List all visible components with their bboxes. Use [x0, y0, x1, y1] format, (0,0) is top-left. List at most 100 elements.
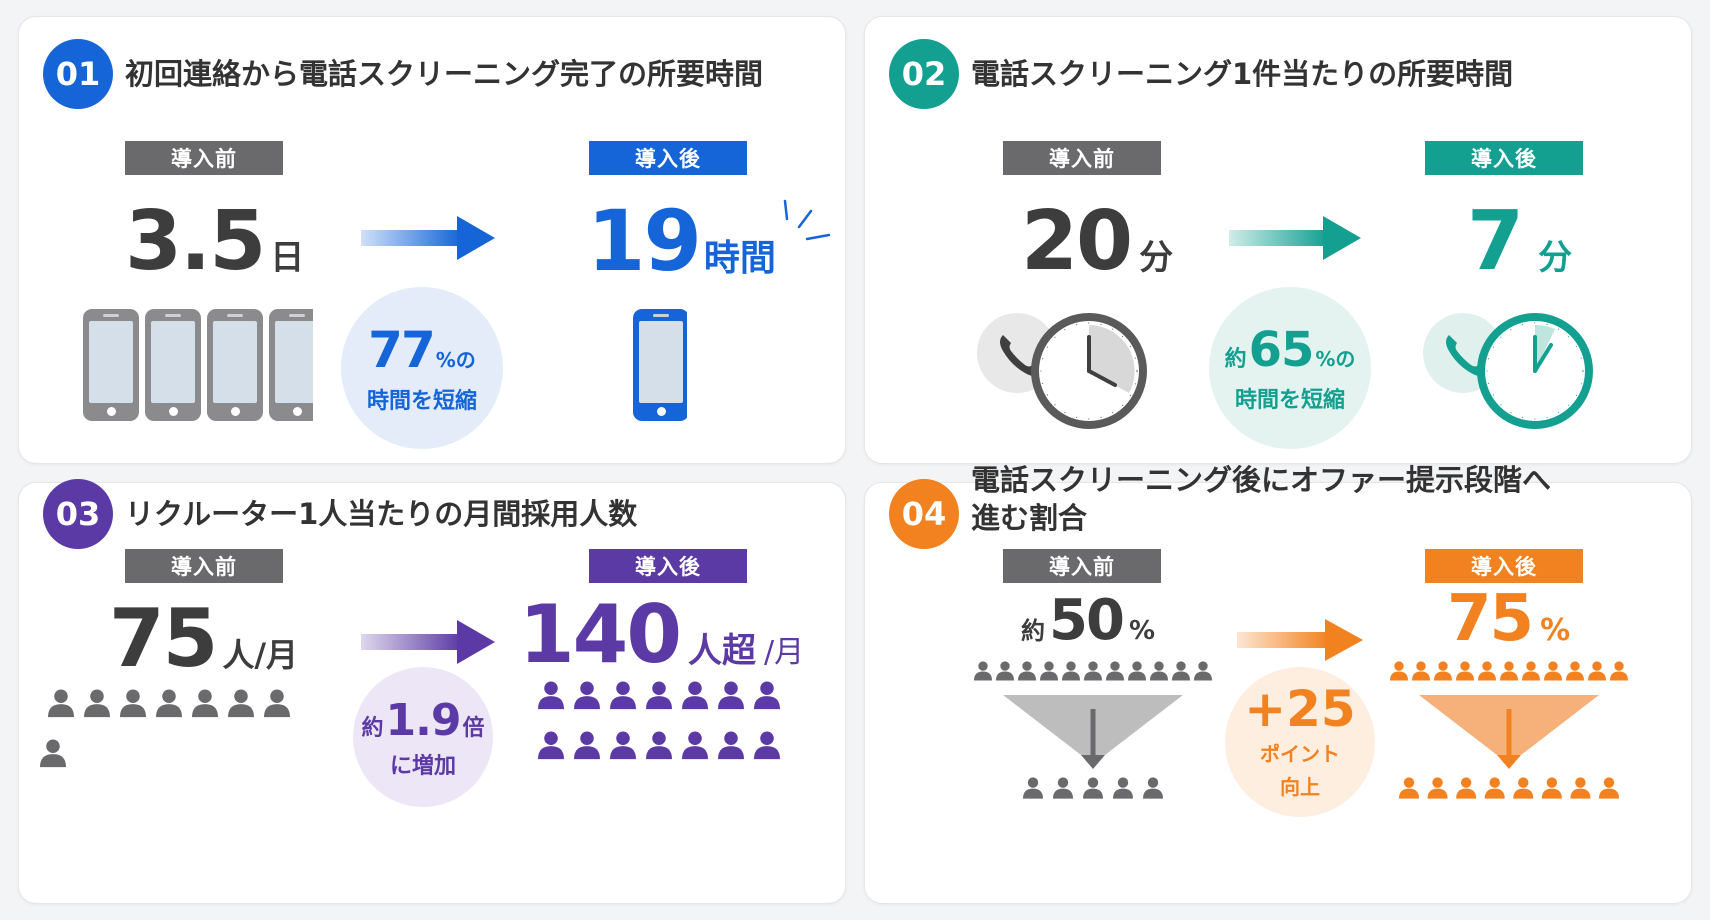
person-icon — [754, 681, 780, 710]
person-icon — [1399, 777, 1419, 799]
person-icon — [1053, 777, 1073, 799]
person-icon — [264, 689, 290, 718]
person-icon — [1150, 661, 1168, 681]
card-title: 電話スクリーニング後にオファー提示段階へ 進む割合 — [971, 463, 1552, 535]
card-title: リクルーター1人当たりの月間採用人数 — [125, 497, 638, 531]
before-phones — [83, 309, 313, 425]
person-icon — [538, 681, 564, 710]
after-value: 75 % — [1447, 582, 1571, 656]
arrow-right-icon — [361, 216, 495, 260]
card-title: 初回連絡から電話スクリーニング完了の所要時間 — [125, 57, 764, 91]
phone-clock-icon — [1423, 313, 1593, 429]
person-icon — [1500, 661, 1518, 681]
person-icon — [1018, 661, 1036, 681]
card-number-badge: 04 — [889, 479, 959, 549]
after-value: 7 分 — [1467, 194, 1573, 289]
person-icon — [574, 681, 600, 710]
person-icon — [120, 689, 146, 718]
person-icon — [718, 681, 744, 710]
person-icon — [1106, 661, 1124, 681]
sparkle-icon — [783, 199, 831, 241]
person-icon — [1513, 777, 1534, 799]
person-icon — [1390, 661, 1408, 681]
increase-circle: 約 1.9 倍 に増加 — [353, 667, 493, 807]
person-icon — [1143, 777, 1163, 799]
before-value: 75 人/月 — [109, 592, 299, 685]
before-value: 20 分 — [1021, 194, 1174, 289]
arrow-right-icon — [1229, 216, 1361, 260]
after-label: 導入後 — [589, 549, 747, 583]
before-label: 導入前 — [1003, 141, 1161, 175]
before-label: 導入前 — [125, 141, 283, 175]
after-label: 導入後 — [1425, 549, 1583, 583]
after-people — [538, 681, 780, 760]
person-icon — [192, 689, 218, 718]
before-label: 導入前 — [1003, 549, 1161, 583]
person-icon — [754, 731, 780, 760]
person-icon — [1194, 661, 1212, 681]
person-icon — [1456, 777, 1477, 799]
before-value: 約 50 % — [1021, 588, 1155, 653]
card-offer-rate: 04 電話スクリーニング後にオファー提示段階へ 進む割合 導入前 導入後 約 5… — [864, 463, 1692, 904]
person-icon — [1128, 661, 1146, 681]
person-icon — [1570, 777, 1591, 799]
person-icon — [682, 731, 708, 760]
person-icon — [48, 689, 74, 718]
smartphone-icon — [633, 309, 687, 421]
person-icon — [84, 689, 110, 718]
card-number-badge: 02 — [889, 39, 959, 109]
person-icon — [156, 689, 182, 718]
person-icon — [1544, 661, 1562, 681]
after-label: 導入後 — [589, 141, 747, 175]
card-title: 電話スクリーニング1件当たりの所要時間 — [971, 57, 1514, 91]
reduction-circle: 約 65 %の 時間を短縮 — [1209, 287, 1371, 449]
arrow-right-icon — [361, 620, 495, 664]
increase-circle: +25 ポイント 向上 — [1225, 667, 1375, 817]
person-icon — [1599, 777, 1619, 799]
person-icon — [1456, 661, 1474, 681]
person-icon — [646, 681, 672, 710]
person-icon — [1084, 661, 1102, 681]
person-icon — [1040, 661, 1058, 681]
phone-clock-icon — [977, 313, 1147, 429]
person-icon — [1434, 661, 1452, 681]
person-icon — [610, 681, 636, 710]
person-icon — [1113, 777, 1133, 799]
person-icon — [1412, 661, 1430, 681]
person-icon — [1610, 661, 1628, 681]
after-value: 140 人超 /月 — [519, 588, 805, 681]
after-value: 19 時間 — [587, 192, 776, 290]
person-icon — [974, 661, 992, 681]
card-monthly-hires: 03 リクルーター1人当たりの月間採用人数 導入前 導入後 75 人/月 140… — [18, 479, 846, 904]
before-label: 導入前 — [125, 549, 283, 583]
before-value: 3.5 日 — [125, 194, 305, 289]
after-label: 導入後 — [1425, 141, 1583, 175]
smartphone-icon — [145, 309, 201, 421]
person-icon — [538, 731, 564, 760]
person-icon — [1427, 777, 1448, 799]
funnel-icon — [1390, 661, 1628, 799]
arrow-right-icon — [1237, 619, 1363, 661]
person-icon — [574, 731, 600, 760]
person-icon — [1566, 661, 1584, 681]
person-icon — [1083, 777, 1103, 799]
person-icon — [1522, 661, 1540, 681]
card-number-badge: 01 — [43, 39, 113, 109]
smartphone-icon — [207, 309, 263, 421]
person-icon — [646, 731, 672, 760]
smartphone-icon — [269, 309, 313, 421]
card-screening-time-per-call: 02 電話スクリーニング1件当たりの所要時間 導入前 導入後 20 分 7 分 … — [864, 16, 1692, 464]
reduction-circle: 77 %の 時間を短縮 — [341, 287, 503, 449]
person-icon — [996, 661, 1014, 681]
person-icon — [40, 739, 66, 768]
before-people — [40, 689, 290, 768]
person-icon — [1023, 777, 1043, 799]
person-icon — [1062, 661, 1080, 681]
person-icon — [610, 731, 636, 760]
after-phone — [633, 309, 687, 425]
person-icon — [1484, 777, 1505, 799]
person-icon — [682, 681, 708, 710]
person-icon — [1541, 777, 1562, 799]
card-number-badge: 03 — [43, 479, 113, 549]
person-icon — [1172, 661, 1190, 681]
